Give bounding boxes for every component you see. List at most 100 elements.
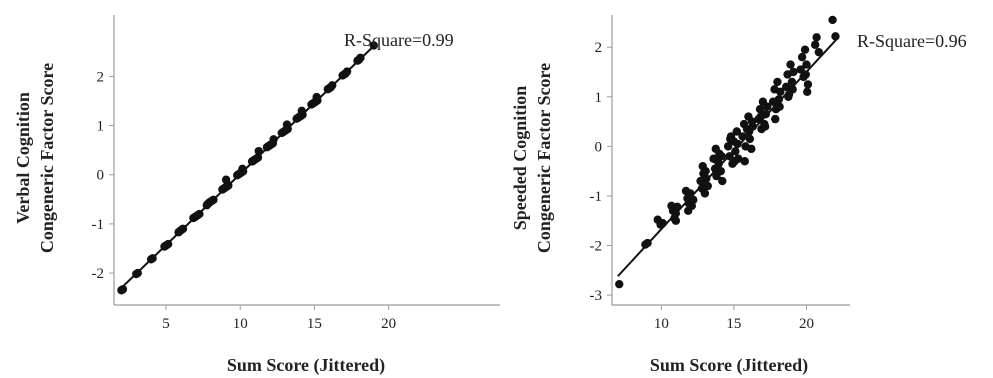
speeded-data-point	[756, 112, 765, 121]
speeded-data-point	[731, 147, 740, 156]
verbal-data-point	[269, 135, 278, 144]
verbal-data-point	[238, 164, 247, 174]
verbal-data-point	[178, 224, 188, 234]
speeded-x-tick-label: 15	[726, 316, 741, 332]
verbal-x-tick-label: 15	[307, 316, 322, 332]
speeded-data-point	[803, 80, 813, 89]
speeded-data-point	[673, 202, 682, 212]
speeded-data-point	[658, 219, 667, 228]
speeded-data-point	[775, 102, 784, 111]
speeded-data-point	[717, 152, 726, 161]
verbal-data-point	[369, 41, 379, 50]
speeded-data-point	[789, 67, 798, 77]
speeded-data-point	[802, 60, 811, 69]
speeded-y-tick-label: 0	[595, 139, 603, 155]
speeded-x-tick-label: 20	[799, 316, 814, 332]
speeded-data-point	[615, 279, 624, 289]
verbal-data-point	[221, 175, 231, 184]
verbal-x-tick-label: 20	[381, 316, 396, 332]
speeded-data-point	[643, 238, 652, 248]
verbal-data-point	[312, 92, 321, 102]
speeded-data-point	[671, 209, 681, 218]
verbal-data-point	[118, 285, 128, 294]
speeded-data-point	[747, 144, 756, 154]
speeded-data-point	[763, 102, 772, 111]
verbal-y-tick-label: 1	[97, 119, 105, 135]
speeded-y-tick-label: -2	[590, 239, 603, 255]
verbal-y-tick-label: -1	[92, 217, 105, 233]
verbal-data-point	[148, 254, 157, 263]
speeded-data-point	[683, 206, 693, 216]
speeded-data-point	[714, 159, 723, 168]
verbal-data-point	[202, 201, 211, 210]
speeded-data-point	[802, 87, 812, 97]
verbal-data-point	[282, 120, 292, 129]
speeded-data-point	[784, 92, 793, 101]
speeded-data-point	[812, 33, 821, 42]
speeded-data-point	[701, 166, 710, 176]
verbal-x-tick-label: 10	[233, 316, 248, 332]
verbal-y-tick-label: -2	[92, 266, 105, 282]
speeded-data-point	[776, 87, 785, 97]
speeded-y-tick-label: -1	[590, 189, 603, 205]
verbal-data-point	[328, 81, 337, 90]
verbal-data-point	[297, 106, 307, 116]
verbal-data-point	[209, 195, 218, 205]
verbal-data-point	[342, 67, 352, 76]
verbal-x-axis-title: Sum Score (Jittered)	[227, 355, 385, 376]
speeded-data-point	[774, 95, 784, 104]
speeded-data-point	[787, 77, 797, 87]
verbal-data-point	[254, 146, 263, 156]
speeded-data-point	[760, 122, 770, 131]
speeded-y-tick-label: 1	[595, 90, 603, 106]
verbal-data-point	[160, 242, 169, 251]
speeded-y-axis-title-line1: Speeded Cognition	[510, 86, 530, 231]
speeded-data-point	[786, 60, 795, 69]
verbal-y-axis-title-line1: Verbal Cognition	[13, 92, 33, 224]
speeded-r-square-annotation: R-Square=0.96	[857, 31, 967, 51]
speeded-data-point	[702, 174, 711, 183]
speeded-data-point	[700, 189, 710, 198]
speeded-data-point	[740, 157, 749, 166]
verbal-y-tick-label: 0	[97, 168, 105, 184]
speeded-data-point	[686, 189, 695, 198]
speeded-data-point	[732, 127, 742, 136]
verbal-y-axis-title-line2: Congeneric Factor Score	[37, 63, 57, 253]
speeded-data-point	[723, 142, 733, 151]
speeded-data-point	[730, 157, 739, 166]
speeded-data-point	[726, 134, 735, 144]
speeded-data-point	[810, 40, 820, 49]
speeded-y-tick-label: 2	[595, 40, 603, 56]
speeded-data-point	[781, 82, 791, 92]
speeded-data-point	[718, 176, 727, 186]
speeded-data-point	[671, 216, 681, 225]
speeded-data-point	[738, 132, 747, 141]
speeded-x-axis-title: Sum Score (Jittered)	[650, 355, 808, 376]
verbal-fit-line	[120, 45, 375, 289]
speeded-data-point	[773, 77, 782, 87]
chart-verbal-cognition: -2 -1 0 1 2 5 10 15 20 R-Square=0.99 Sum Score (Ji…	[13, 15, 500, 376]
chart-speeded-cognition: -3 -2 -1 0 1 2 10 15 20 R-Square=0.96 Sum Score (J…	[510, 15, 967, 376]
speeded-data-point	[771, 114, 780, 124]
speeded-data-point	[747, 117, 757, 126]
verbal-data-point	[133, 268, 142, 278]
speeded-data-point	[755, 104, 765, 114]
verbal-data-point	[248, 156, 258, 166]
speeded-data-point	[814, 47, 823, 57]
verbal-x-tick-label: 5	[162, 316, 170, 332]
verbal-r-square-annotation: R-Square=0.99	[344, 30, 454, 50]
speeded-data-point	[716, 166, 726, 176]
verbal-data-point	[195, 209, 204, 219]
speeded-data-point	[744, 127, 754, 136]
speeded-data-point	[689, 195, 698, 205]
speeded-data-point	[828, 15, 837, 25]
speeded-data-point	[797, 52, 807, 62]
speeded-y-tick-label: -3	[590, 288, 603, 304]
speeded-data-point	[703, 181, 712, 191]
speeded-data-point	[831, 32, 840, 41]
speeded-x-tick-label: 10	[654, 316, 669, 332]
speeded-data-point	[788, 85, 797, 94]
verbal-y-tick-label: 2	[97, 69, 105, 85]
